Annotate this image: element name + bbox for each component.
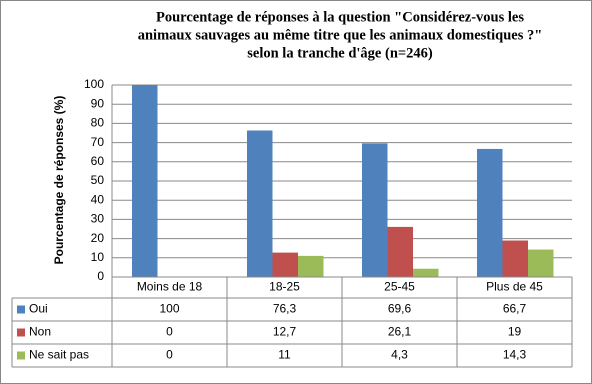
- y-tick-label: 90: [91, 96, 105, 110]
- bar: [502, 240, 528, 277]
- bar: [272, 252, 298, 277]
- y-tick-label: 0: [97, 269, 104, 283]
- x-tick-label: Moins de 18: [137, 280, 203, 294]
- bar: [477, 148, 503, 277]
- chart-title: selon la tranche d'âge (n=246): [247, 45, 433, 61]
- data-label: 26,1: [388, 325, 412, 339]
- data-label: 100: [159, 302, 179, 316]
- legend-label: Oui: [29, 302, 48, 316]
- y-axis-label: Pourcentage de réponses (%): [52, 96, 66, 265]
- bar: [132, 85, 158, 277]
- y-tick-label: 30: [91, 212, 105, 226]
- y-tick-label: 70: [91, 135, 105, 149]
- legend-label: Non: [29, 325, 51, 339]
- legend-swatch: [17, 328, 25, 337]
- bar: [387, 226, 413, 277]
- bar: [528, 249, 554, 277]
- chart-title: Pourcentage de réponses à la question "C…: [156, 9, 524, 25]
- y-tick-label: 50: [91, 173, 105, 187]
- y-tick-label: 80: [91, 116, 105, 130]
- legend-swatch: [17, 351, 25, 360]
- data-label: 0: [166, 325, 173, 339]
- data-label: 19: [508, 325, 522, 339]
- data-label: 11: [278, 348, 291, 362]
- data-label: 76,3: [273, 302, 297, 316]
- legend-label: Ne sait pas: [29, 348, 89, 362]
- bar: [413, 268, 439, 277]
- data-label: 4,3: [391, 348, 408, 362]
- x-tick-label: 25-45: [384, 280, 415, 294]
- y-tick-label: 100: [84, 77, 104, 91]
- data-label: 12,7: [273, 325, 297, 339]
- legend-swatch: [17, 305, 25, 314]
- y-tick-label: 40: [91, 192, 105, 206]
- data-label: 0: [166, 348, 173, 362]
- chart-title: animaux sauvages au même titre que les a…: [138, 27, 543, 43]
- x-tick-label: Plus de 45: [486, 280, 543, 294]
- bar: [247, 130, 273, 277]
- data-label: 14,3: [503, 348, 527, 362]
- x-tick-label: 18-25: [269, 280, 300, 294]
- data-label: 66,7: [503, 302, 527, 316]
- y-tick-label: 60: [91, 154, 105, 168]
- y-tick-label: 10: [91, 250, 105, 264]
- data-label: 69,6: [388, 302, 412, 316]
- y-tick-label: 20: [91, 231, 105, 245]
- bar: [362, 143, 388, 277]
- bar: [298, 255, 324, 277]
